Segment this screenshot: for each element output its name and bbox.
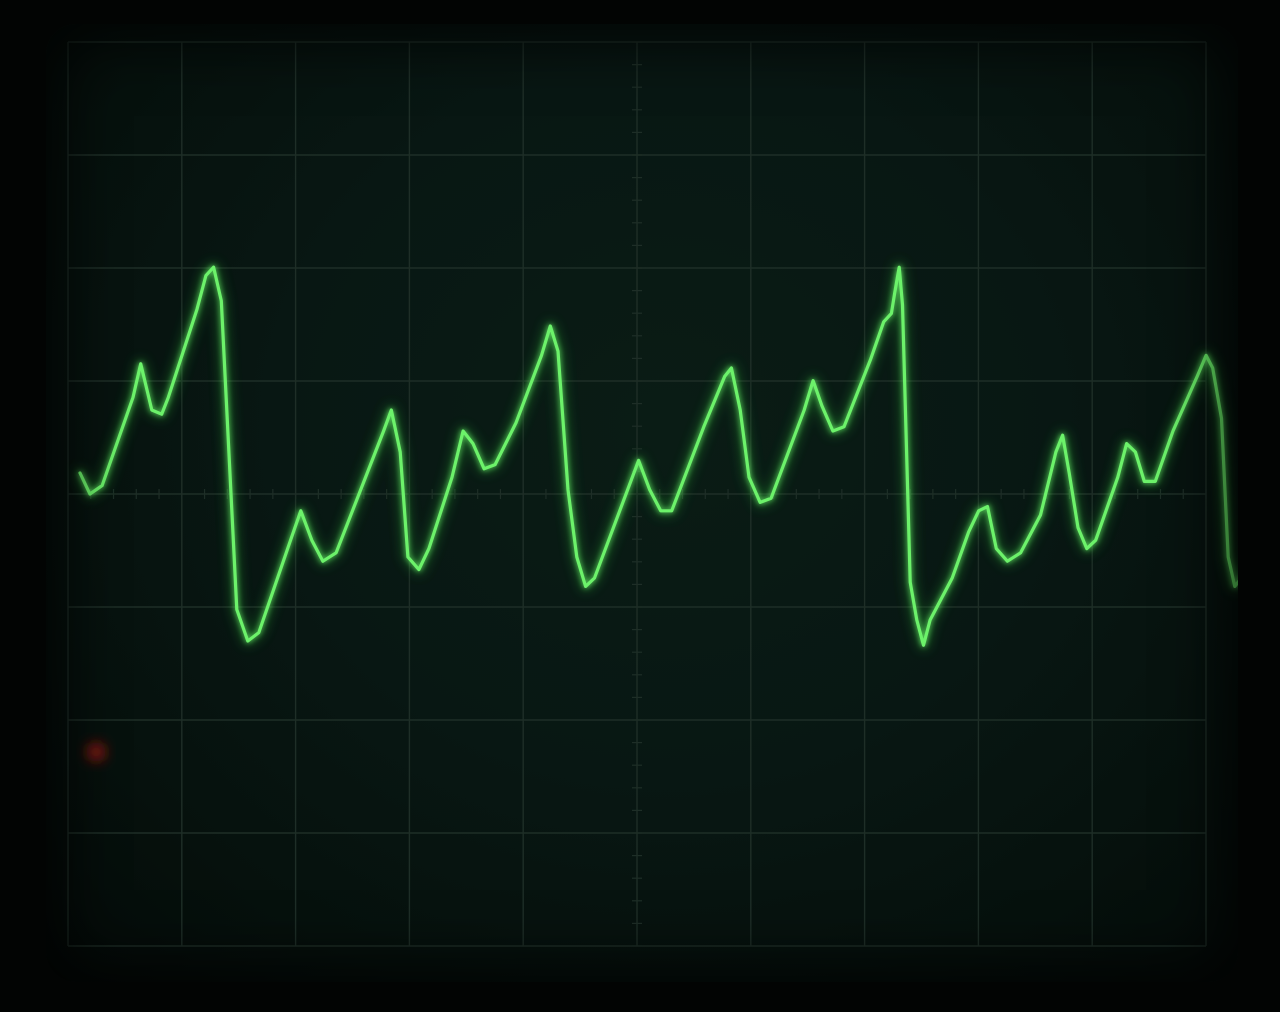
trace-glow xyxy=(75,262,1238,650)
graticule-center-ticks xyxy=(67,41,1207,947)
indicator-dot xyxy=(86,742,106,762)
waveform-trace xyxy=(78,265,1238,647)
oscilloscope-screen xyxy=(46,24,1238,982)
scope-display xyxy=(67,41,1238,947)
